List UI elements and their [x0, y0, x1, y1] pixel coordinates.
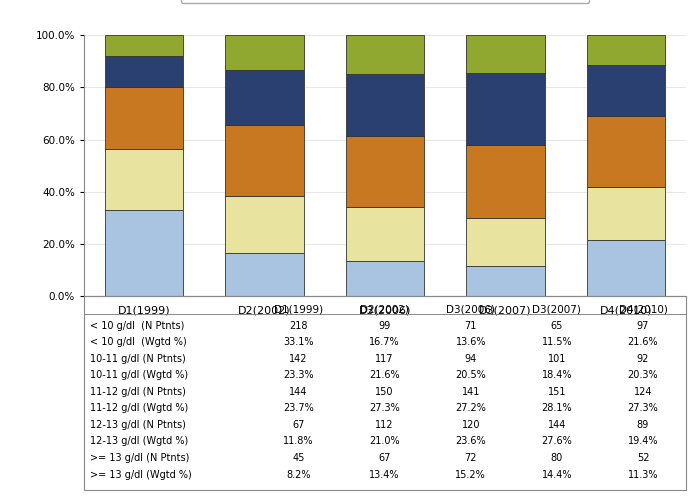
Text: 67: 67	[379, 453, 391, 463]
Text: 94: 94	[465, 354, 477, 364]
Bar	[105, 87, 183, 149]
Text: 65: 65	[551, 320, 563, 330]
Bar	[225, 196, 304, 252]
Text: 12-13 g/dl (N Ptnts): 12-13 g/dl (N Ptnts)	[90, 420, 186, 430]
Text: < 10 g/dl  (N Ptnts): < 10 g/dl (N Ptnts)	[90, 320, 184, 330]
Text: 101: 101	[547, 354, 566, 364]
Bar	[466, 218, 545, 266]
Text: 21.6%: 21.6%	[370, 370, 400, 380]
Text: 117: 117	[375, 354, 394, 364]
Text: 218: 218	[289, 320, 308, 330]
Text: 27.2%: 27.2%	[455, 404, 486, 413]
Text: 10-11 g/dl (Wgtd %): 10-11 g/dl (Wgtd %)	[90, 370, 188, 380]
Text: 27.3%: 27.3%	[628, 404, 658, 413]
Text: 71: 71	[465, 320, 477, 330]
Text: 52: 52	[637, 453, 649, 463]
Text: 80: 80	[551, 453, 563, 463]
Bar	[346, 208, 424, 261]
Text: 11-12 g/dl (N Ptnts): 11-12 g/dl (N Ptnts)	[90, 387, 186, 397]
Text: 23.6%: 23.6%	[456, 436, 486, 446]
Text: D3(2007): D3(2007)	[533, 304, 581, 314]
Bar	[346, 136, 424, 208]
Bar	[466, 266, 545, 296]
Text: 21.6%: 21.6%	[628, 337, 658, 347]
Text: 11.5%: 11.5%	[542, 337, 572, 347]
Bar	[105, 210, 183, 296]
Text: 144: 144	[547, 420, 566, 430]
Bar	[105, 34, 183, 56]
Bar	[105, 149, 183, 210]
Text: D3(2006): D3(2006)	[447, 304, 495, 314]
Text: 20.3%: 20.3%	[628, 370, 658, 380]
Text: D4(2010): D4(2010)	[619, 304, 667, 314]
Text: 97: 97	[637, 320, 649, 330]
Text: 67: 67	[293, 420, 304, 430]
Text: 23.3%: 23.3%	[284, 370, 314, 380]
Bar	[587, 187, 665, 240]
Text: 72: 72	[465, 453, 477, 463]
Text: 11.3%: 11.3%	[628, 470, 658, 480]
Bar	[346, 34, 424, 74]
Text: 12-13 g/dl (Wgtd %): 12-13 g/dl (Wgtd %)	[90, 436, 188, 446]
Bar	[587, 240, 665, 296]
Text: < 10 g/dl  (Wgtd %): < 10 g/dl (Wgtd %)	[90, 337, 187, 347]
Text: 144: 144	[289, 387, 308, 397]
Text: >= 13 g/dl (N Ptnts): >= 13 g/dl (N Ptnts)	[90, 453, 190, 463]
Bar	[587, 65, 665, 116]
Text: 45: 45	[293, 453, 304, 463]
Text: >= 13 g/dl (Wgtd %): >= 13 g/dl (Wgtd %)	[90, 470, 192, 480]
Bar	[105, 56, 183, 87]
Text: 92: 92	[637, 354, 649, 364]
Text: 141: 141	[461, 387, 480, 397]
Bar	[225, 70, 304, 125]
Bar	[466, 145, 545, 218]
Text: 18.4%: 18.4%	[542, 370, 572, 380]
Text: 21.0%: 21.0%	[370, 436, 400, 446]
Text: 8.2%: 8.2%	[286, 470, 311, 480]
Bar	[587, 116, 665, 187]
Bar	[225, 125, 304, 196]
Text: 150: 150	[375, 387, 394, 397]
Text: 33.1%: 33.1%	[284, 337, 314, 347]
Text: 19.4%: 19.4%	[628, 436, 658, 446]
Text: 89: 89	[637, 420, 649, 430]
Text: 10-11 g/dl (N Ptnts): 10-11 g/dl (N Ptnts)	[90, 354, 186, 364]
Text: 99: 99	[379, 320, 391, 330]
Legend: < 10 g/dl, 10-11 g/dl, 11-12 g/dl, 12-13 g/dl, >= 13 g/dl: < 10 g/dl, 10-11 g/dl, 11-12 g/dl, 12-13…	[181, 0, 589, 3]
Bar	[587, 36, 665, 65]
Text: 27.6%: 27.6%	[542, 436, 572, 446]
Text: D1(1999): D1(1999)	[274, 304, 323, 314]
Text: 20.5%: 20.5%	[456, 370, 486, 380]
Bar	[466, 35, 545, 72]
Bar	[346, 261, 424, 296]
Text: 16.7%: 16.7%	[370, 337, 400, 347]
Text: 112: 112	[375, 420, 394, 430]
Bar	[225, 252, 304, 296]
Text: 27.3%: 27.3%	[370, 404, 400, 413]
Text: 14.4%: 14.4%	[542, 470, 572, 480]
Text: 15.2%: 15.2%	[456, 470, 486, 480]
Bar	[225, 35, 304, 70]
Text: 13.6%: 13.6%	[456, 337, 486, 347]
Text: 13.4%: 13.4%	[370, 470, 400, 480]
Text: D2(2002): D2(2002)	[360, 304, 409, 314]
Text: 124: 124	[634, 387, 652, 397]
Text: 120: 120	[461, 420, 480, 430]
Text: 142: 142	[289, 354, 308, 364]
Text: 151: 151	[547, 387, 566, 397]
Text: 23.7%: 23.7%	[284, 404, 314, 413]
Text: 11-12 g/dl (Wgtd %): 11-12 g/dl (Wgtd %)	[90, 404, 188, 413]
Text: 28.1%: 28.1%	[542, 404, 572, 413]
Bar	[466, 72, 545, 145]
Bar	[346, 74, 424, 136]
Text: 11.8%: 11.8%	[284, 436, 314, 446]
